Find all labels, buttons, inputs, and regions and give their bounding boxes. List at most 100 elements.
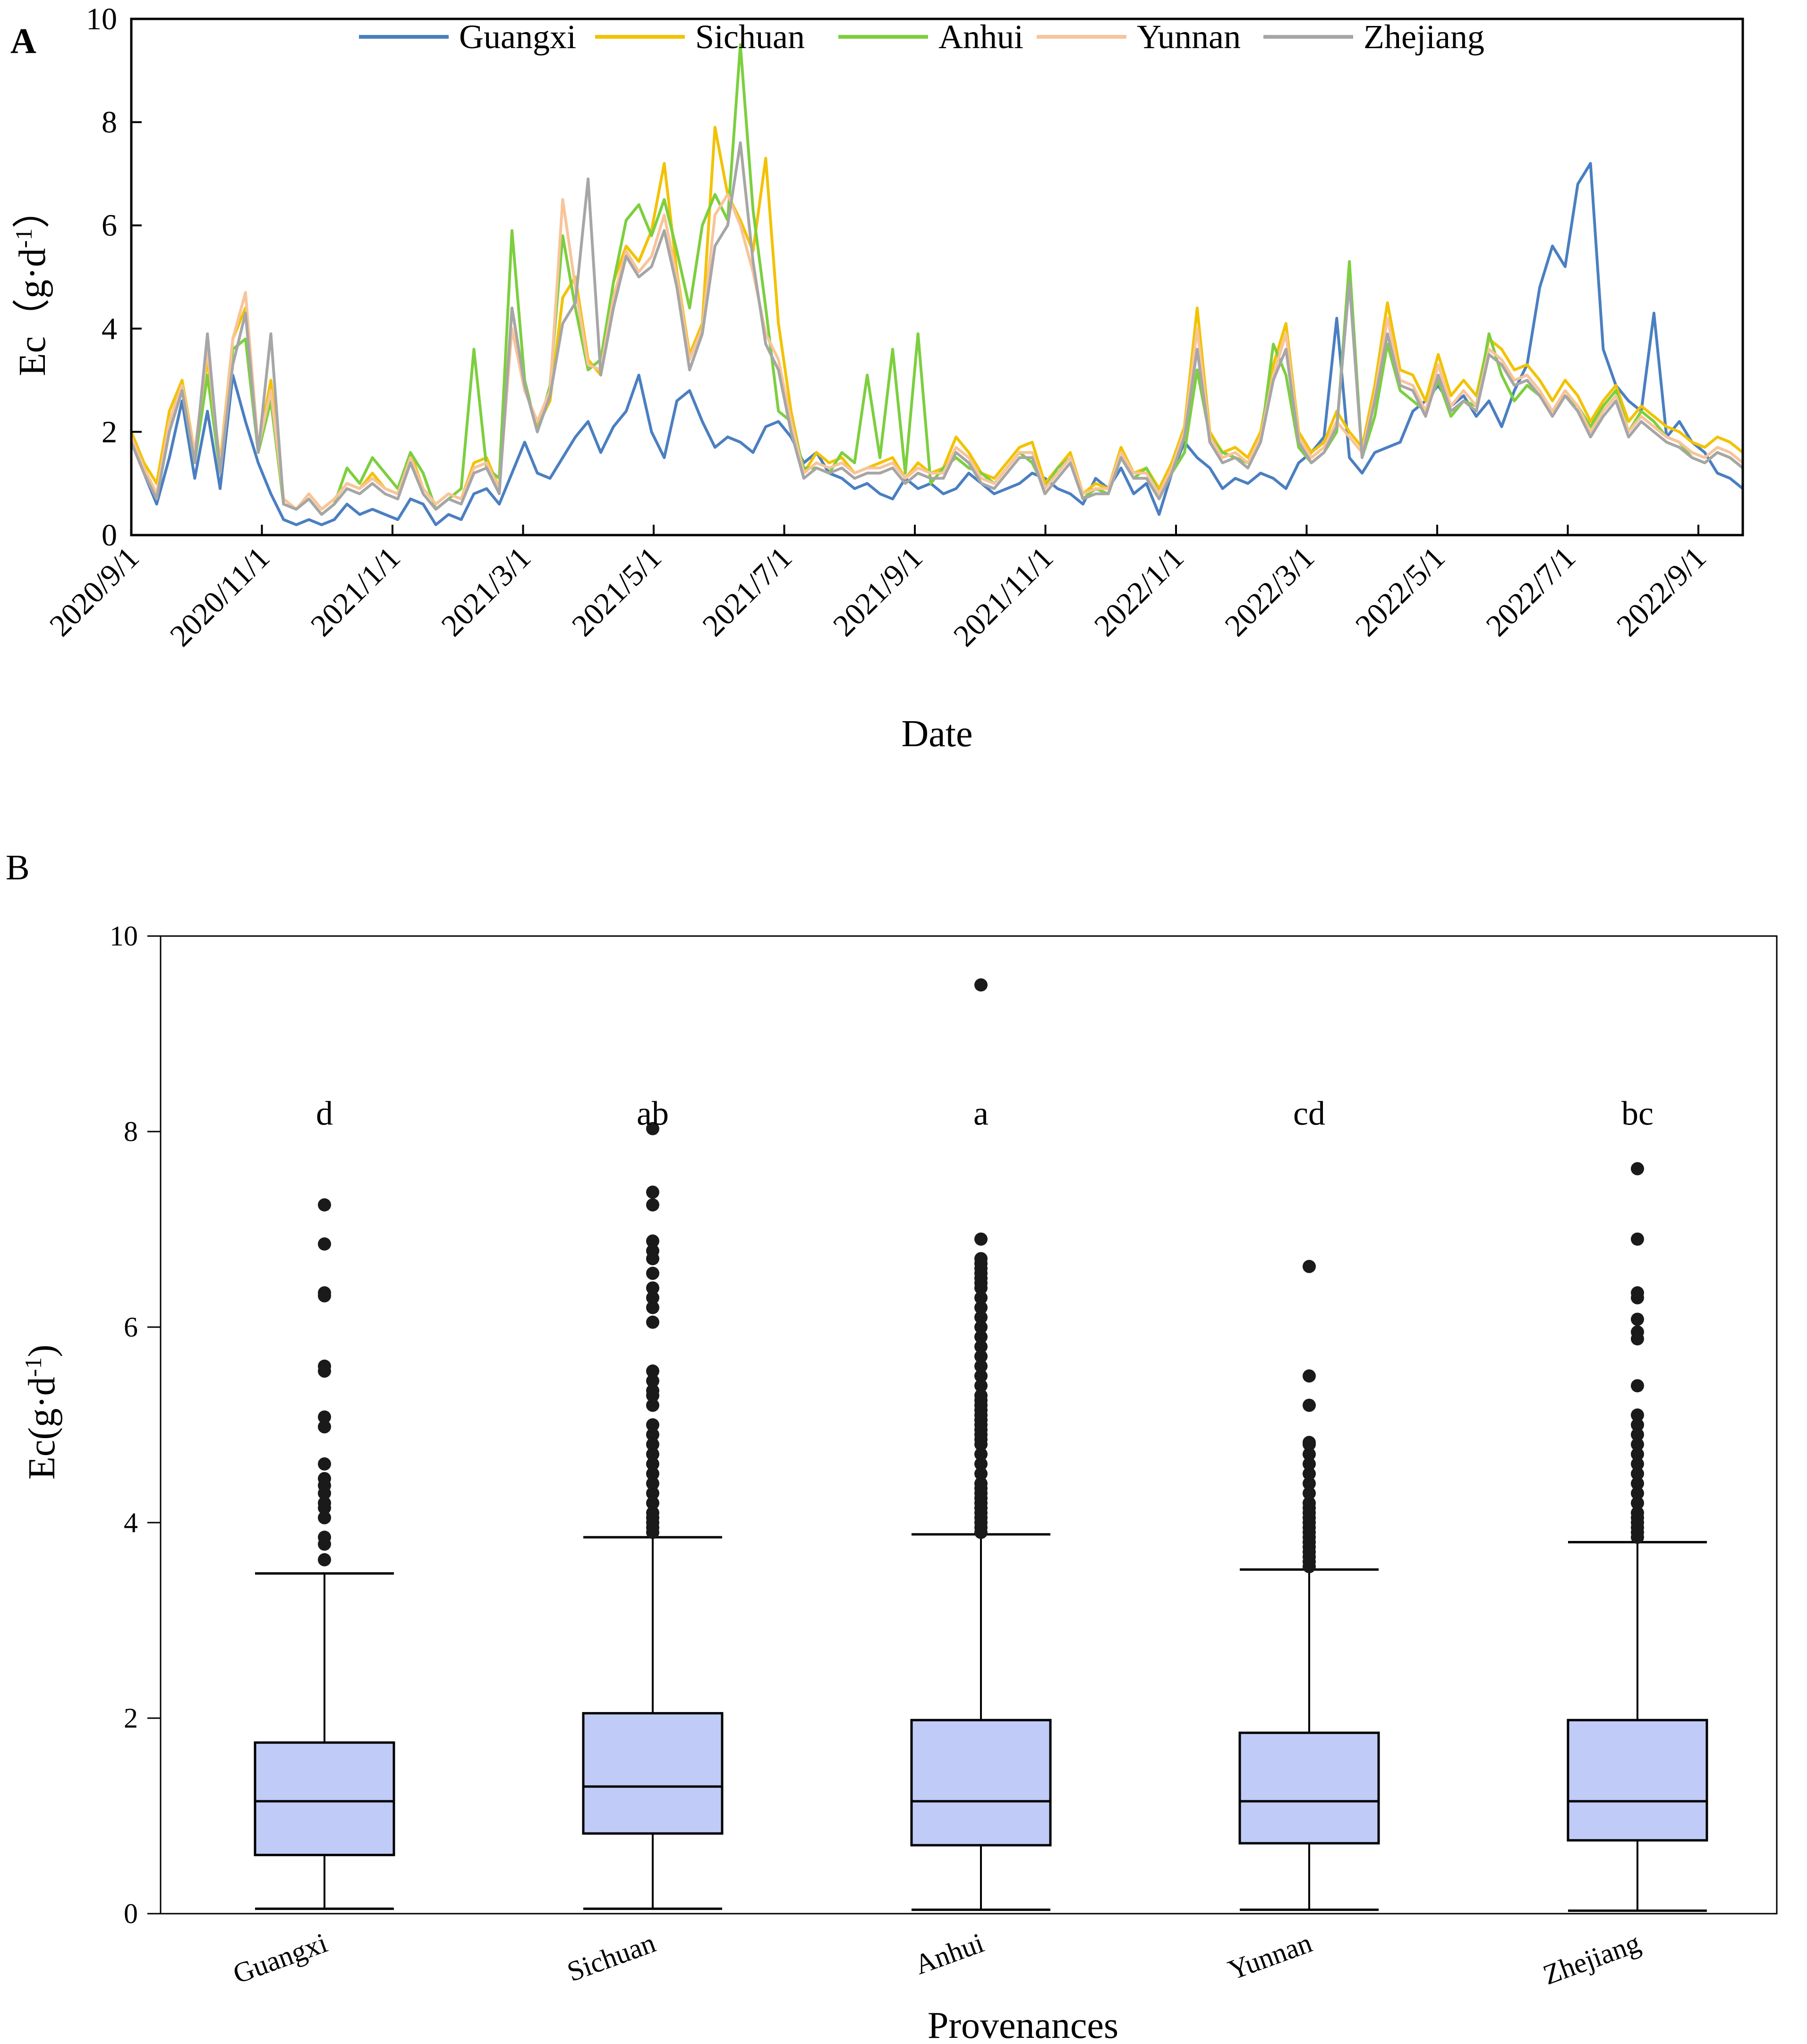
panel-b-boxes: d ab a cd bc <box>254 978 1708 1912</box>
panel-b-y-axis: 0 2 4 6 8 10 <box>110 920 161 1929</box>
outlier-point <box>974 1457 988 1471</box>
outlier-point <box>318 1496 331 1510</box>
outlier-point <box>318 1237 331 1251</box>
panel-a-x-tick-label: 2022/7/1 <box>1480 540 1583 643</box>
outlier-point <box>646 1486 659 1500</box>
panel-a-series <box>130 43 1744 527</box>
outlier-point <box>1303 1260 1316 1273</box>
panel-a-x-axis-title: Date <box>901 713 972 755</box>
outlier-point <box>646 1281 659 1295</box>
outlier-point <box>974 1330 988 1344</box>
panel-a-y-title-sup: -1 <box>10 229 37 248</box>
outlier-point <box>646 1301 659 1314</box>
box-guangxi: d <box>254 1095 395 1910</box>
panel-a-label: A <box>10 21 36 61</box>
outlier-point <box>318 1531 331 1544</box>
outlier-point <box>318 1420 331 1434</box>
iqr-box <box>254 1741 395 1857</box>
panel-a-y-tick-label: 10 <box>86 2 117 36</box>
outlier-point <box>1303 1457 1316 1471</box>
outlier-point <box>1303 1398 1316 1412</box>
outlier-point <box>974 1467 988 1481</box>
outlier-point <box>1631 1162 1644 1175</box>
outlier-point <box>646 1198 659 1212</box>
outlier-point <box>646 1374 659 1388</box>
outlier-point <box>646 1267 659 1280</box>
series-line-yunnan <box>130 193 1744 511</box>
panel-b-y-title-main: Ec(g·d <box>21 1377 63 1480</box>
outlier-point <box>318 1410 331 1424</box>
outlier-point <box>646 1122 659 1135</box>
panel-a-x-tick-label: 2021/1/1 <box>304 540 407 643</box>
outlier-point <box>1631 1477 1644 1490</box>
outlier-point <box>646 1291 659 1304</box>
outlier-point <box>646 1315 659 1329</box>
panel-b-x-axis: Guangxi Sichuan Anhui Yunnan Zhejiang <box>229 1927 1645 1991</box>
box-sichuan: ab <box>582 1095 724 1910</box>
panel-a-x-tick-label: 2022/5/1 <box>1349 540 1452 643</box>
panel-a-y-tick-label: 4 <box>102 312 117 346</box>
outlier-point <box>1303 1496 1316 1510</box>
box-anhui: a <box>910 978 1052 1911</box>
panel-b-y-axis-title: Ec(g·d-1) <box>20 1345 63 1480</box>
panel-b-y-tick-label: 2 <box>124 1703 138 1734</box>
outlier-point <box>974 1359 988 1373</box>
outlier-point <box>974 1350 988 1363</box>
panel-b-x-tick-label: Sichuan <box>563 1927 659 1987</box>
outlier-point <box>1303 1448 1316 1461</box>
panel-b-y-title-sup: -1 <box>20 1357 46 1377</box>
significance-letter: ab <box>637 1095 669 1133</box>
outlier-point <box>974 978 988 992</box>
outlier-point <box>1631 1325 1644 1339</box>
panel-a-legend: Guangxi Sichuan Anhui Yunnan Zhejiang <box>359 18 1484 56</box>
outlier-point <box>646 1457 659 1471</box>
outlier-point <box>646 1244 659 1258</box>
panel-a-x-tick-label: 2020/11/1 <box>163 540 276 653</box>
panel-b-y-title-close: ) <box>21 1345 63 1357</box>
outlier-point <box>646 1364 659 1378</box>
outlier-point <box>1631 1496 1644 1510</box>
panel-b-x-tick-label: Guangxi <box>229 1927 332 1990</box>
outlier-point <box>646 1496 659 1510</box>
panel-b-x-tick-label: Zhejiang <box>1539 1927 1644 1991</box>
outlier-point <box>318 1511 331 1524</box>
panel-b-y-tick-label: 8 <box>124 1116 138 1147</box>
outlier-point <box>318 1472 331 1485</box>
outlier-point <box>1303 1467 1316 1481</box>
panel-b-x-tick-label: Yunnan <box>1224 1927 1316 1986</box>
panel-a-x-tick-label: 2022/9/1 <box>1610 540 1713 643</box>
box-zhejiang: bc <box>1567 1095 1708 1912</box>
outlier-point <box>1303 1486 1316 1500</box>
outlier-point <box>646 1477 659 1490</box>
legend-label-guangxi: Guangxi <box>459 18 576 56</box>
panel-a-x-tick-label: 2021/9/1 <box>827 540 929 643</box>
iqr-box <box>1238 1731 1380 1845</box>
outlier-point <box>646 1384 659 1397</box>
outlier-point <box>974 1301 988 1314</box>
outlier-point <box>646 1418 659 1431</box>
iqr-box <box>910 1719 1052 1847</box>
legend-label-anhui: Anhui <box>938 18 1023 56</box>
outlier-point <box>646 1467 659 1481</box>
panel-a-x-tick-label: 2021/7/1 <box>696 540 799 643</box>
box-yunnan: cd <box>1238 1095 1380 1911</box>
significance-letter: bc <box>1621 1095 1654 1133</box>
legend-label-yunnan: Yunnan <box>1137 18 1241 56</box>
outlier-point <box>1303 1369 1316 1383</box>
outlier-point <box>1631 1408 1644 1422</box>
legend-label-sichuan: Sichuan <box>695 18 805 56</box>
outlier-point <box>646 1506 659 1520</box>
outlier-point <box>1631 1379 1644 1393</box>
outlier-point <box>974 1369 988 1383</box>
panel-b-y-tick-label: 4 <box>124 1507 138 1538</box>
outlier-point <box>1631 1438 1644 1451</box>
outlier-point <box>1631 1312 1644 1326</box>
panel-a-x-tick-label: 2022/3/1 <box>1219 540 1321 643</box>
outlier-point <box>974 1477 988 1490</box>
iqr-box <box>1567 1719 1708 1842</box>
panel-a-y-tick-label: 8 <box>102 105 117 140</box>
iqr-box <box>582 1712 724 1835</box>
panel-a-y-tick-label: 0 <box>102 518 117 553</box>
outlier-point <box>1631 1286 1644 1300</box>
